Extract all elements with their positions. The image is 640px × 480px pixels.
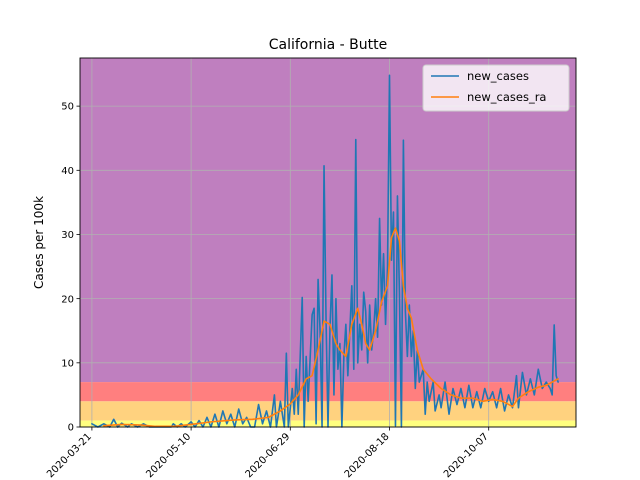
y-tick-label: 20	[61, 294, 74, 305]
y-tick-label: 40	[61, 166, 74, 177]
risk-level-bands	[80, 58, 576, 427]
plot-frame	[79, 57, 577, 428]
y-axis-ticks: 0 10 20 30 40 50	[61, 102, 80, 434]
y-axis-label: Cases per 100k	[32, 196, 46, 289]
risk-band-0	[80, 58, 576, 383]
y-tick-label: 0	[68, 423, 74, 434]
y-tick-label: 50	[61, 102, 74, 113]
legend-label-new-cases: new_cases	[467, 69, 529, 83]
series-lines	[91, 74, 559, 428]
legend-label-new-cases-ra: new_cases_ra	[467, 90, 546, 104]
chart-title: California - Butte	[269, 37, 388, 53]
legend-box	[422, 64, 570, 112]
series-line-new-cases	[91, 74, 559, 428]
y-tick-label: 10	[61, 358, 74, 369]
legend: new_cases new_cases_ra	[422, 64, 570, 112]
y-tick-label: 30	[61, 230, 74, 241]
series-line-new-cases-ra	[103, 227, 559, 428]
